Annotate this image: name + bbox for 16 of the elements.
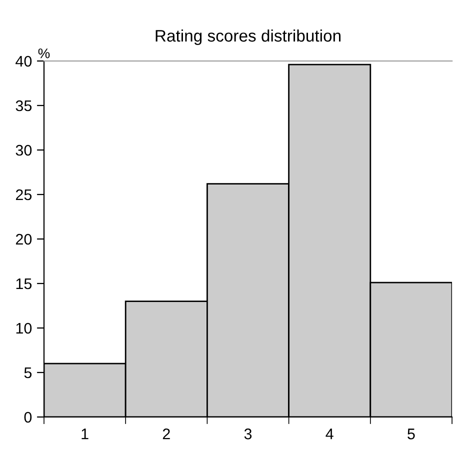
y-tick-label: 0 (24, 412, 32, 423)
y-tick-label: 20 (16, 234, 32, 245)
x-tick-label: 2 (162, 428, 170, 440)
x-tick-label: 5 (408, 428, 415, 440)
chart-title: Rating scores distribution (156, 29, 340, 46)
y-tick-label: 10 (16, 322, 32, 334)
y-tick-label: 25 (16, 189, 32, 200)
y-tick-label: 40 (16, 56, 32, 67)
y-axis-title: % (38, 48, 50, 58)
y-tick-label: 15 (16, 278, 32, 290)
x-tick-label: 1 (82, 428, 88, 440)
y-tick-label: 30 (16, 144, 32, 156)
x-tick-label: 4 (326, 428, 334, 440)
y-tick-label: 5 (24, 368, 32, 378)
x-tick-label: 3 (244, 428, 252, 440)
y-tick-label: 35 (16, 100, 32, 112)
